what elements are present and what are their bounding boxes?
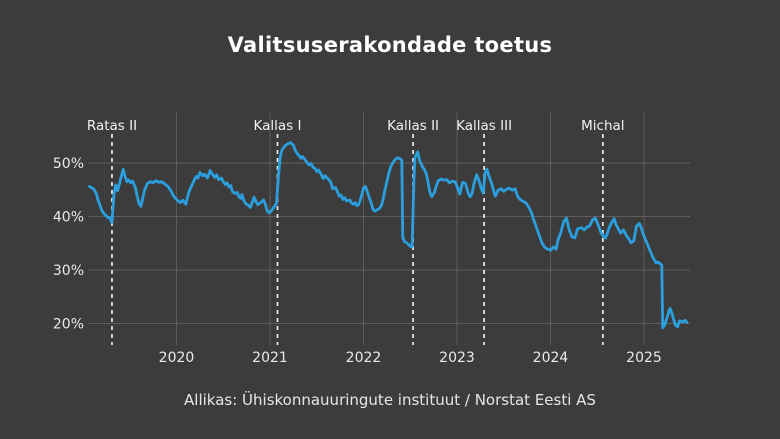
support-trend-line xyxy=(88,141,689,330)
x-axis-tick-label: 2023 xyxy=(439,350,475,366)
government-change-label: Michal xyxy=(581,118,624,134)
source-caption: Allikas: Ühiskonnauuringute instituut / … xyxy=(184,391,596,409)
government-change-label: Ratas II xyxy=(87,118,137,134)
y-axis-tick-label: 40% xyxy=(53,210,84,226)
government-change-label: Kallas II xyxy=(387,118,439,134)
x-axis-tick-label: 2021 xyxy=(252,350,288,366)
y-axis-tick-label: 30% xyxy=(53,263,84,279)
government-change-label: Kallas III xyxy=(456,118,512,134)
x-axis-tick-label: 2025 xyxy=(626,350,662,366)
x-axis-tick-label: 2024 xyxy=(533,350,569,366)
x-axis-tick-label: 2020 xyxy=(159,350,195,366)
y-axis-tick-label: 50% xyxy=(53,156,84,172)
page-title: Valitsuserakondade toetus xyxy=(227,33,553,57)
y-axis-tick-label: 20% xyxy=(53,317,84,333)
x-axis-tick-label: 2022 xyxy=(346,350,382,366)
government-change-label: Kallas I xyxy=(253,118,301,134)
